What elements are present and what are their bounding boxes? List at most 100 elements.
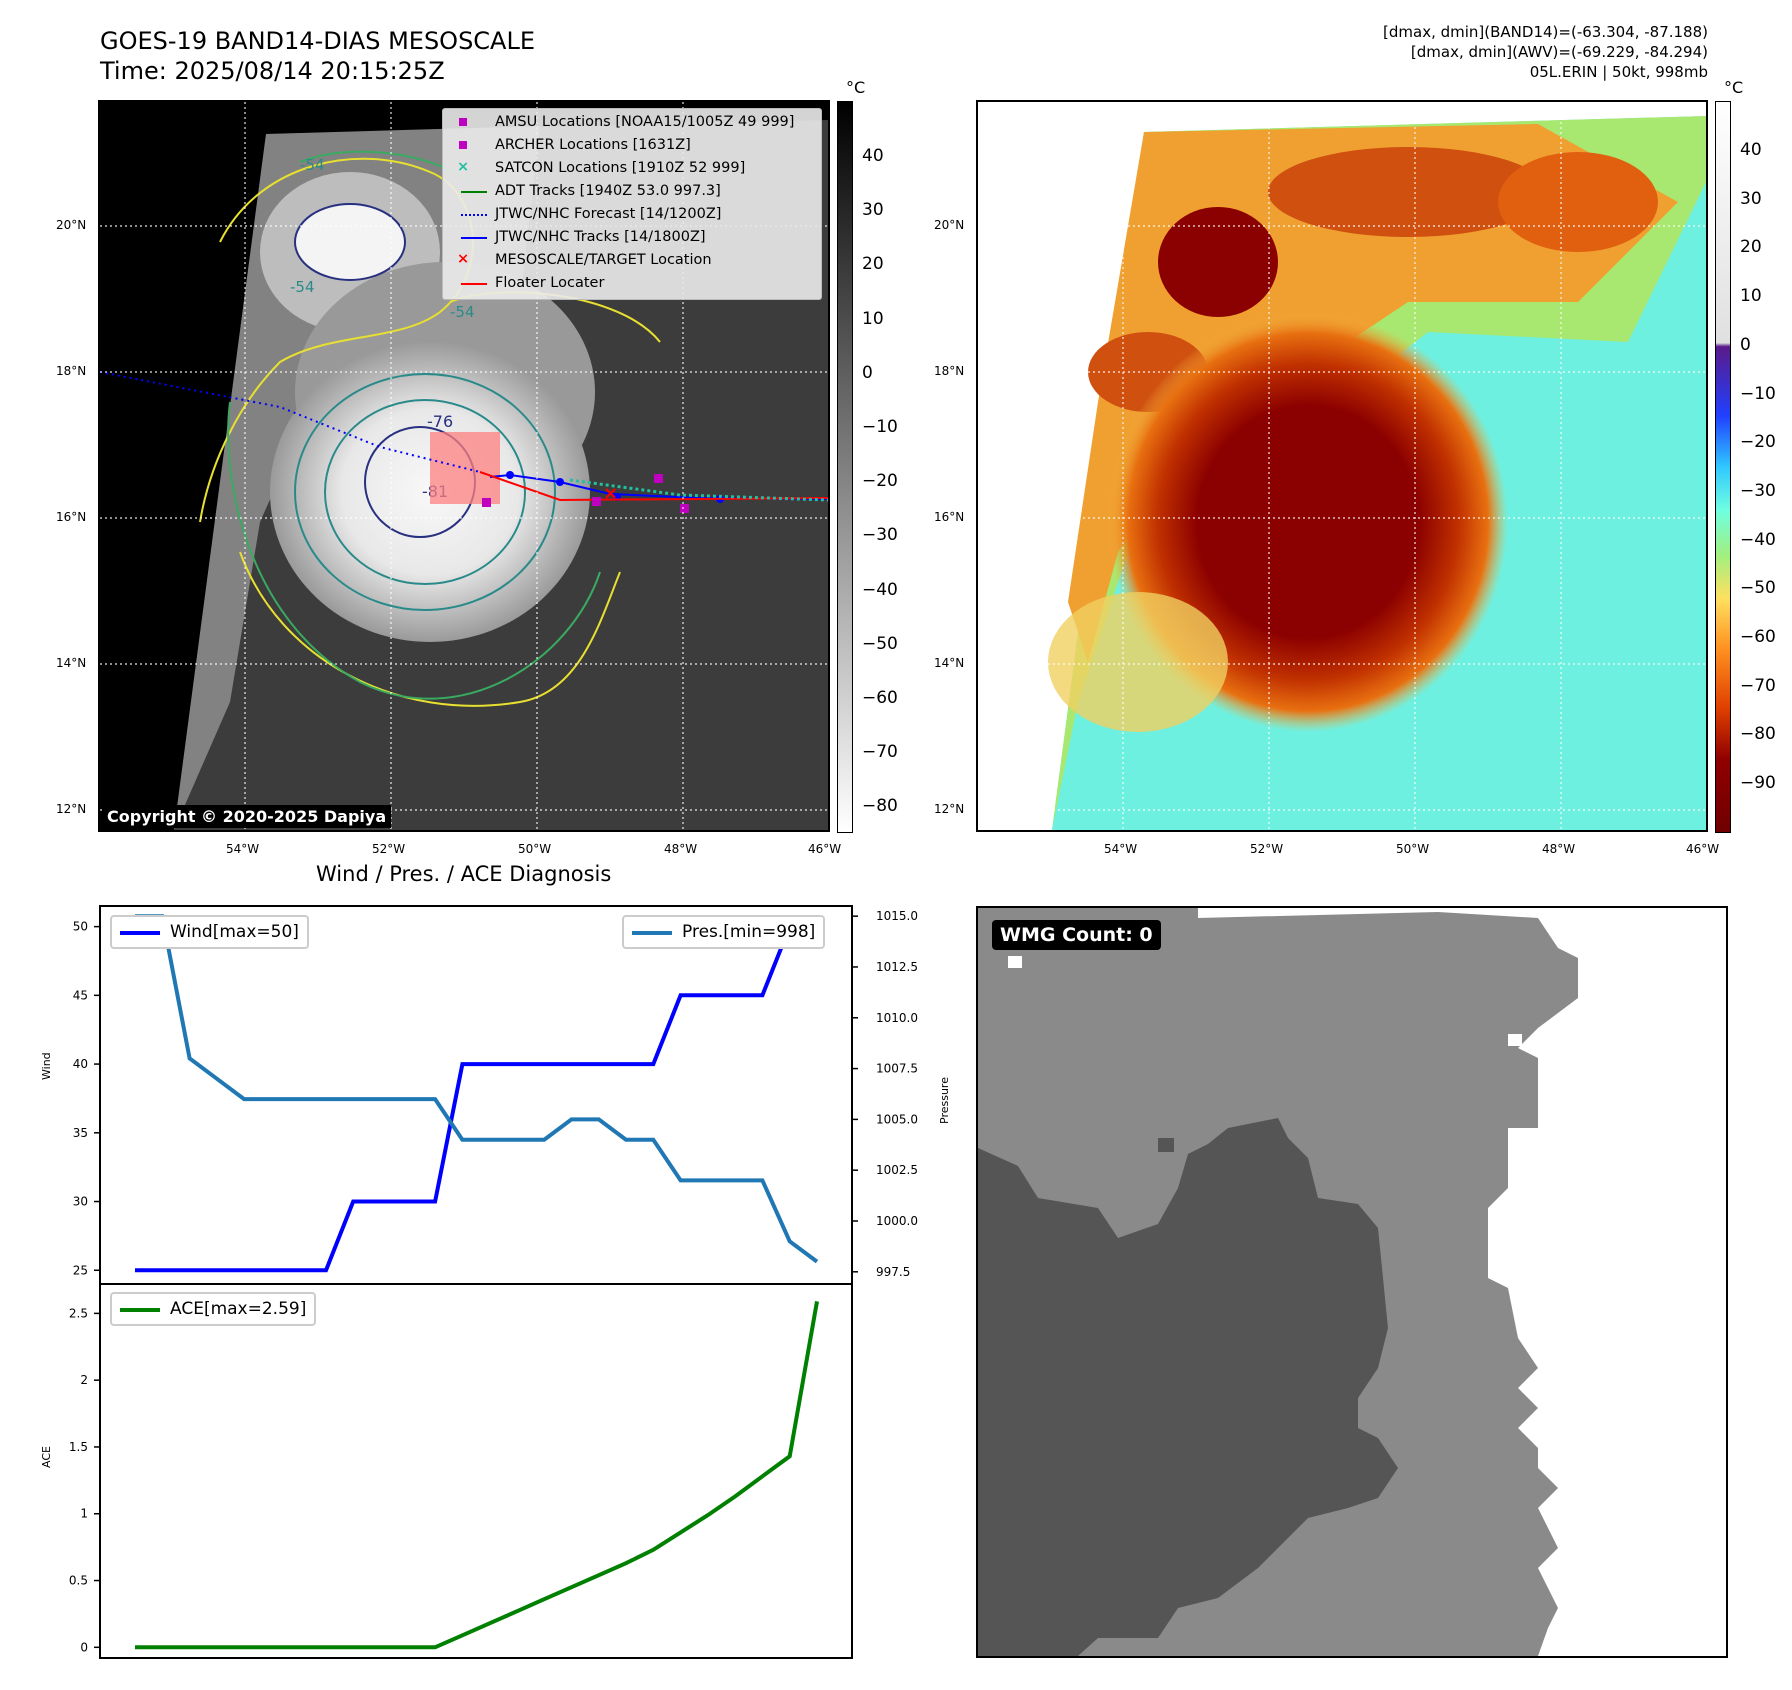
colorbar-tick: 10 xyxy=(862,308,884,329)
colorbar-unit: °C xyxy=(846,78,866,97)
colorbar-tick: −10 xyxy=(1740,383,1776,404)
lon-label: 46°W xyxy=(808,842,842,856)
lon-label: 54°W xyxy=(1104,842,1138,856)
page-title: GOES-19 BAND14-DIAS MESOSCALE xyxy=(100,27,536,55)
lat-label: 16°N xyxy=(934,510,965,524)
lon-label: 48°W xyxy=(664,842,698,856)
line-dot-icon xyxy=(461,237,487,239)
wmg-imagery xyxy=(978,908,1600,1656)
colorbar-tick: 20 xyxy=(862,254,884,275)
axes-frame xyxy=(99,1283,853,1659)
pressure-legend: Pres.[min=998] xyxy=(622,915,826,949)
colorbar-tick: −50 xyxy=(862,633,898,654)
colorbar-tick: −40 xyxy=(1740,529,1776,550)
line-icon xyxy=(120,931,160,935)
colorbar-tick: −10 xyxy=(862,417,898,437)
line-icon xyxy=(461,191,487,193)
timestamp: Time: 2025/08/14 20:15:25Z xyxy=(100,57,445,85)
ace-legend: ACE[max=2.59] xyxy=(110,1292,317,1326)
lat-label: 12°N xyxy=(934,802,965,816)
colorbar-tick: 30 xyxy=(862,200,884,221)
series-line xyxy=(135,914,819,1264)
colorbar-tick: −80 xyxy=(1740,724,1776,745)
colorbar-tick: −60 xyxy=(1740,627,1776,647)
awv-map[interactable] xyxy=(976,100,1708,832)
line-icon xyxy=(461,283,487,285)
y-tick-label: 1.5 xyxy=(69,1440,88,1454)
y-tick-label: 0 xyxy=(80,1640,88,1654)
awv-colorbar xyxy=(1715,101,1731,833)
axes-frame xyxy=(99,905,853,1285)
y2-tick-label: 1002.5 xyxy=(876,1163,918,1177)
lat-label: 18°N xyxy=(934,364,965,378)
lat-label: 20°N xyxy=(934,218,965,232)
colorbar-tick: 20 xyxy=(1740,237,1762,258)
info-awv: [dmax, dmin](AWV)=(-69.229, -84.294) xyxy=(1410,43,1708,61)
lon-label: 50°W xyxy=(518,842,552,856)
colorbar-tick: −30 xyxy=(1740,480,1776,501)
series-line xyxy=(135,924,817,1273)
colorbar-tick: −80 xyxy=(862,796,898,817)
lon-label: 50°W xyxy=(1396,842,1430,856)
colorbar-tick: 30 xyxy=(1740,188,1762,209)
colorbar-tick: −70 xyxy=(1740,675,1776,696)
info-storm: 05L.ERIN | 50kt, 998mb xyxy=(1529,63,1708,81)
line-icon xyxy=(632,931,672,935)
colorbar-tick: −30 xyxy=(862,525,898,546)
contour-label: -76 xyxy=(427,412,453,431)
target-marker: × xyxy=(603,483,618,504)
wind-legend: Wind[max=50] xyxy=(110,915,309,949)
y2-tick-label: 997.5 xyxy=(876,1265,910,1279)
colorbar-tick: 0 xyxy=(1740,334,1751,355)
y-tick-label: 1 xyxy=(80,1507,88,1521)
contour-label: -54 xyxy=(290,278,315,296)
lon-label: 46°W xyxy=(1686,842,1720,856)
square-marker-icon xyxy=(459,118,467,126)
copyright: Copyright © 2020-2025 Dapiya xyxy=(102,805,392,828)
y-tick-label: 45 xyxy=(73,988,88,1002)
square-marker-icon xyxy=(459,141,467,149)
series-line xyxy=(135,1301,819,1650)
y-tick-label: 2 xyxy=(80,1373,88,1387)
map-legend: AMSU Locations [NOAA15/1005Z 49 999] ARC… xyxy=(442,108,822,300)
colorbar-tick: −40 xyxy=(862,579,898,600)
lon-label: 54°W xyxy=(226,842,260,856)
lat-label: 18°N xyxy=(56,364,87,378)
y-tick-label: 25 xyxy=(73,1263,88,1277)
lon-label: 52°W xyxy=(372,842,406,856)
colorbar-tick: −20 xyxy=(862,471,898,492)
chart-title: Wind / Pres. / ACE Diagnosis xyxy=(316,862,612,886)
lat-label: 20°N xyxy=(56,218,87,232)
y2-tick-label: 1005.0 xyxy=(876,1112,918,1126)
y-tick-label: 50 xyxy=(73,920,88,934)
colorbar-tick: −90 xyxy=(1740,773,1776,794)
contour-label: -54 xyxy=(300,156,325,174)
colorbar-tick: 0 xyxy=(862,362,873,383)
colorbar-tick: −50 xyxy=(1740,578,1776,599)
lon-label: 48°W xyxy=(1542,842,1576,856)
y2-tick-label: 1012.5 xyxy=(876,960,918,974)
lat-label: 16°N xyxy=(56,510,87,524)
y-tick-label: 2.5 xyxy=(69,1306,88,1320)
band14-colorbar xyxy=(837,101,853,833)
contour-label: -54 xyxy=(450,303,475,321)
line-icon xyxy=(120,1308,160,1312)
wmg-panel[interactable]: WMG Count: 0 xyxy=(976,906,1728,1658)
colorbar-tick: 40 xyxy=(862,146,884,166)
y-tick-label: 35 xyxy=(73,1126,88,1140)
colorbar-tick: −70 xyxy=(862,742,898,763)
diagnosis-chart: 25 30 35 40 45 50 997.5 1000.0 1002.5 1005.0 1007.… xyxy=(69,905,918,1659)
y-tick-label: 40 xyxy=(73,1057,88,1071)
y2-tick-label: 1007.5 xyxy=(876,1062,918,1076)
satcon-track xyxy=(569,478,828,502)
y-tick-label: 30 xyxy=(73,1195,88,1209)
y-tick-label: 0.5 xyxy=(69,1574,88,1588)
wmg-count-badge: WMG Count: 0 xyxy=(992,920,1161,950)
colorbar-tick: −20 xyxy=(1740,432,1776,453)
floater-locater xyxy=(479,471,828,502)
dotted-line-icon xyxy=(461,214,487,216)
band14-map[interactable]: -76 -81 -54 -54 -54 × AMSU L xyxy=(98,100,830,832)
colorbar-unit: °C xyxy=(1724,78,1744,97)
info-band14: [dmax, dmin](BAND14)=(-63.304, -87.188) xyxy=(1383,23,1708,41)
colorbar-tick: 40 xyxy=(1740,140,1762,160)
